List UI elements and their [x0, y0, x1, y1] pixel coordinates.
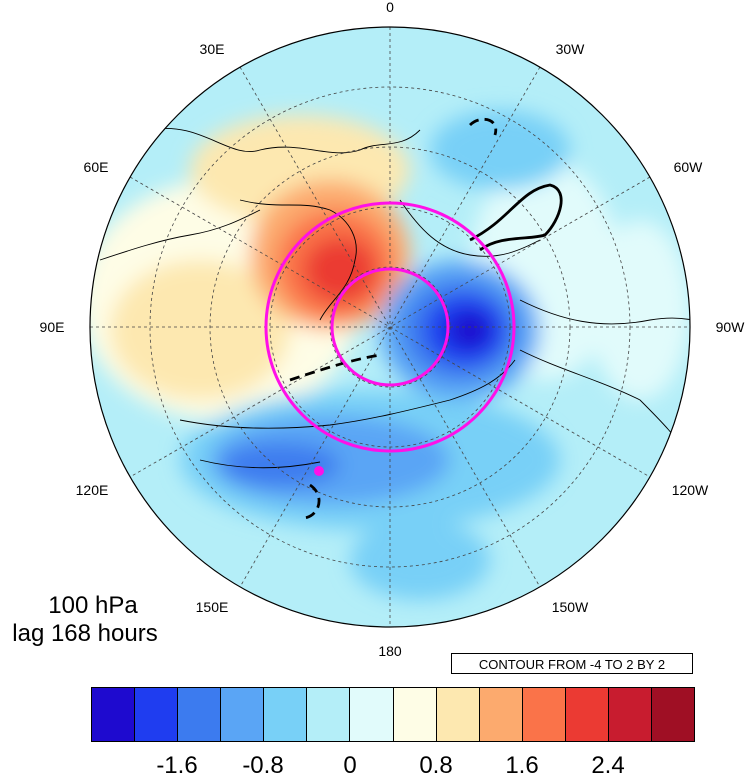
- lon-label-60w: 60W: [674, 159, 704, 175]
- lon-label-30e: 30E: [200, 41, 225, 57]
- colorbar-swatch: [608, 688, 653, 741]
- lon-label-120w: 120W: [672, 482, 709, 498]
- colorbar-swatch: [307, 688, 351, 741]
- colorbar-swatch: [393, 688, 437, 741]
- colorbar-swatch: [479, 688, 523, 741]
- colorbar-swatch: [221, 688, 265, 741]
- colorbar-tick-label: 0: [343, 752, 357, 779]
- longitude-labels: 0 30W 60W 90W 120W 150W 180 150E 120E 90…: [40, 0, 746, 659]
- lon-label-90w: 90W: [716, 319, 746, 335]
- colorbar-swatch: [178, 688, 222, 741]
- colorbar-swatch: [436, 688, 480, 741]
- colorbar-swatch: [565, 688, 609, 741]
- colorbar: [91, 687, 695, 742]
- lon-label-120e: 120E: [76, 482, 109, 498]
- map-border: [89, 26, 691, 628]
- lon-label-150w: 150W: [552, 599, 589, 615]
- lag-label: lag 168 hours: [12, 620, 158, 647]
- lon-label-180: 180: [378, 643, 402, 659]
- colorbar-tick-label: 0.8: [419, 752, 453, 779]
- lon-label-60e: 60E: [84, 159, 109, 175]
- pressure-level-label: 100 hPa: [48, 592, 138, 619]
- highlight-circles: [264, 201, 516, 453]
- colorbar-swatch: [522, 688, 566, 741]
- contour-info-box: CONTOUR FROM -4 TO 2 BY 2: [451, 653, 693, 674]
- colorbar-swatch: [350, 688, 394, 741]
- graticule: [90, 27, 690, 627]
- contour-lines: [289, 117, 563, 627]
- location-marker: [314, 466, 324, 476]
- lon-label-150e: 150E: [196, 599, 229, 615]
- coastlines: [99, 128, 690, 469]
- colorbar-swatch: [264, 688, 308, 741]
- colorbar-tick-label: 1.6: [505, 752, 539, 779]
- colorbar-swatch: [92, 688, 136, 741]
- lon-label-90e: 90E: [40, 319, 65, 335]
- colorbar-swatch: [652, 688, 695, 741]
- lon-label-0: 0: [386, 0, 394, 15]
- colorbar-tick-label: -1.6: [156, 752, 198, 779]
- lon-label-30w: 30W: [556, 41, 586, 57]
- colorbar-tick-label: 2.4: [591, 752, 625, 779]
- colorbar-swatch: [135, 688, 179, 741]
- colorbar-tick-label: -0.8: [242, 752, 284, 779]
